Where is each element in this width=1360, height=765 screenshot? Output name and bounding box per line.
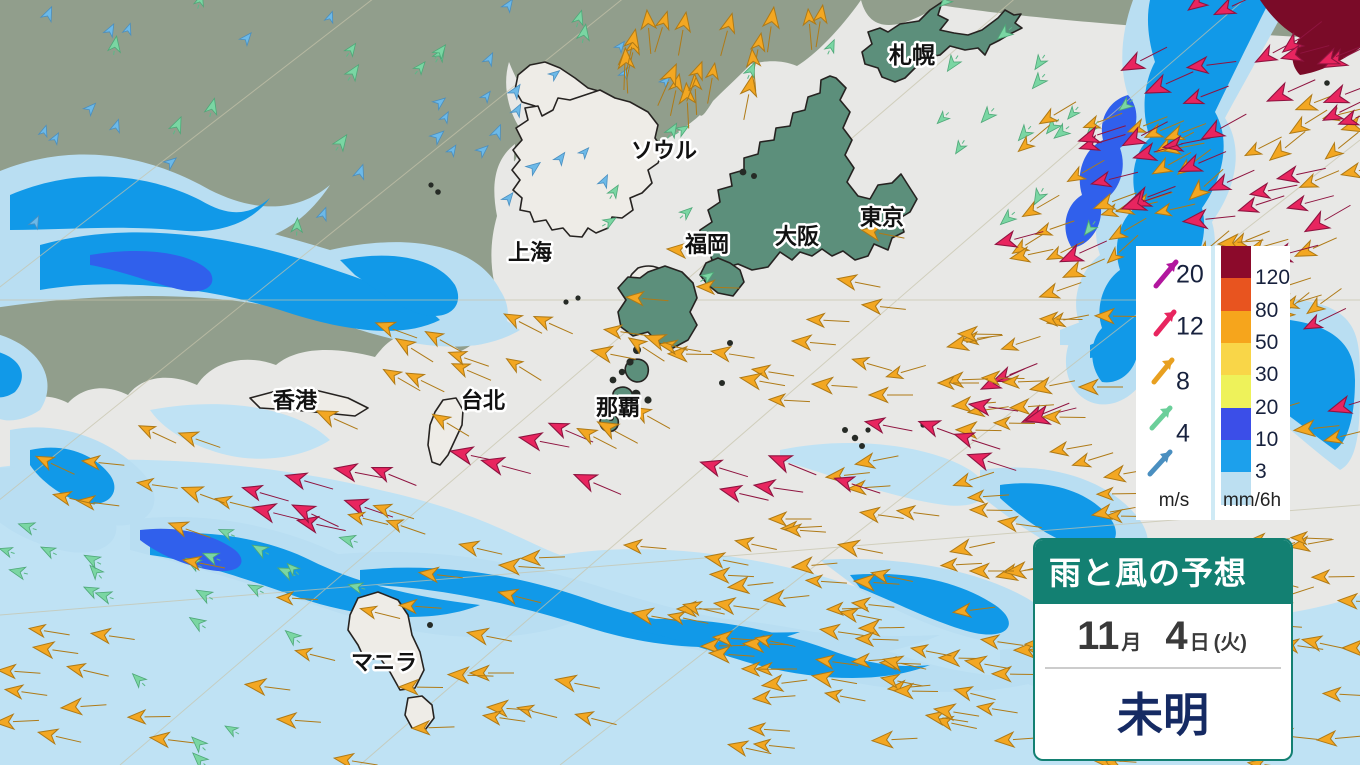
- svg-text:台北: 台北: [461, 388, 505, 413]
- svg-text:札幌: 札幌: [888, 42, 935, 68]
- svg-text:大阪: 大阪: [775, 224, 819, 249]
- svg-text:マニラ: マニラ: [351, 650, 417, 675]
- svg-text:香港: 香港: [273, 388, 318, 413]
- svg-text:上海: 上海: [508, 240, 552, 265]
- svg-text:ソウル: ソウル: [631, 138, 697, 163]
- svg-text:東京: 東京: [860, 205, 904, 230]
- svg-text:福岡: 福岡: [684, 232, 729, 257]
- svg-text:那覇: 那覇: [596, 395, 640, 420]
